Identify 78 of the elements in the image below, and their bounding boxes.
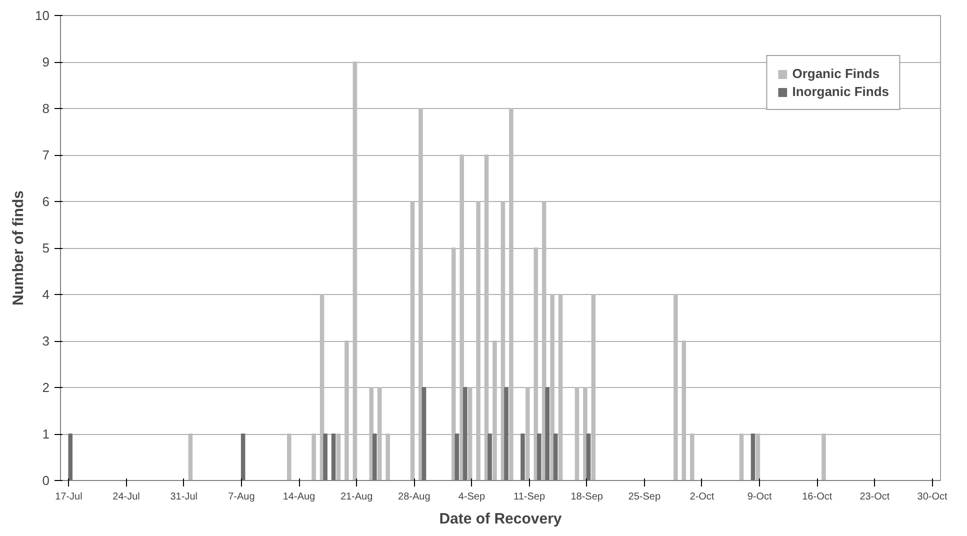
bar [534, 248, 538, 480]
bar [422, 387, 426, 480]
bar [574, 387, 580, 480]
bar [352, 62, 358, 480]
x-axis-title: Date of Recovery [439, 510, 562, 528]
y-tick-label: 7 [42, 148, 50, 162]
bar [286, 434, 292, 480]
legend-label: Organic Finds [792, 66, 880, 81]
y-tick-label: 8 [42, 101, 50, 116]
bar [525, 387, 530, 480]
x-tick-label: 4-Sep [458, 492, 486, 502]
bar [68, 434, 73, 480]
y-tick-label: 1 [42, 426, 50, 442]
bar [553, 434, 558, 480]
bar [336, 434, 341, 480]
bar [690, 434, 694, 480]
bar [369, 387, 374, 480]
bar [188, 434, 193, 480]
bar [312, 434, 316, 480]
legend-label: Inorganic Finds [792, 84, 889, 99]
x-tick-label: 25-Sep [628, 492, 661, 502]
bar [460, 154, 464, 480]
x-tick-label: 21-Aug [340, 492, 373, 502]
bar [377, 387, 382, 480]
bar [583, 387, 588, 480]
bar [558, 294, 563, 480]
bar [484, 154, 489, 480]
y-axis-title: Number of finds [10, 190, 28, 306]
bar [451, 248, 456, 480]
bar [454, 434, 460, 480]
bar [520, 434, 525, 480]
x-tick-label: 9-Oct [747, 492, 772, 502]
bar [545, 387, 550, 480]
bar [739, 434, 744, 480]
bar [240, 434, 246, 480]
bar [344, 340, 349, 480]
y-tick-label: 6 [42, 194, 50, 209]
x-tick-label: 14-Aug [282, 492, 316, 502]
bar [418, 108, 423, 480]
bar [323, 434, 328, 480]
bar [476, 201, 480, 480]
x-tick-label: 18-Sep [570, 492, 604, 502]
x-tick-label: 17-Jul [55, 492, 82, 502]
bar [488, 434, 492, 480]
bar [504, 387, 508, 480]
x-tick-label: 11-Sep [514, 492, 546, 502]
bar [682, 340, 686, 480]
y-tick-label: 2 [42, 380, 50, 395]
x-tick-label: 2-Oct [690, 492, 714, 502]
x-tick-label: 23-Oct [860, 492, 890, 502]
x-tick-label: 31-Jul [170, 492, 198, 502]
y-tick-label: 10 [35, 8, 50, 23]
x-tick-label: 7-Aug [228, 492, 255, 502]
bar [410, 201, 415, 480]
bar [331, 434, 336, 480]
bar [537, 434, 542, 480]
bar [591, 294, 596, 480]
y-tick-label: 9 [42, 54, 50, 70]
bar [372, 434, 377, 480]
bar [750, 434, 756, 480]
y-tick-label: 0 [42, 473, 50, 488]
y-tick-label: 4 [42, 287, 50, 302]
bar [509, 108, 514, 480]
x-tick-label: 24-Jul [112, 492, 140, 502]
bar [586, 434, 591, 480]
bar [550, 294, 554, 480]
x-tick-label: 28-Aug [398, 492, 430, 502]
y-tick-label: 3 [42, 334, 50, 348]
x-tick-label: 30-Oct [917, 492, 948, 502]
bar [468, 387, 472, 480]
y-tick-label: 5 [42, 240, 50, 256]
bar [492, 340, 497, 480]
bar [674, 294, 678, 480]
x-tick-label: 16-Oct [802, 492, 832, 502]
bar [756, 434, 760, 480]
bar [462, 387, 468, 480]
bar [386, 434, 390, 480]
bar [822, 434, 826, 480]
